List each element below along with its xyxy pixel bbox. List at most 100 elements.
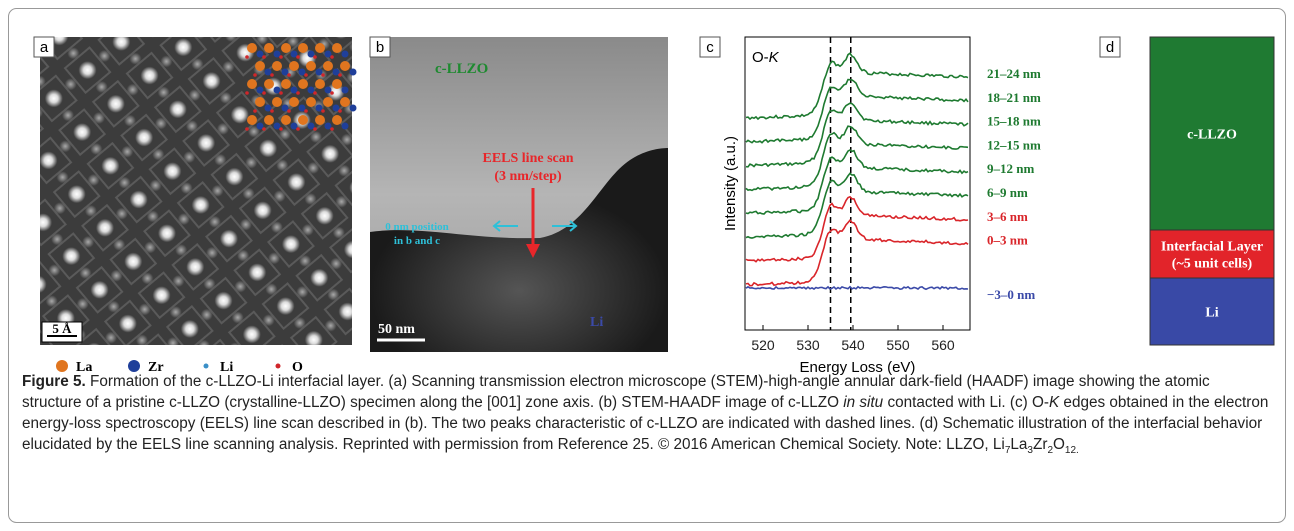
atom <box>304 109 308 113</box>
atom <box>289 97 299 107</box>
atom <box>306 97 316 107</box>
atom <box>304 73 308 77</box>
atom <box>247 43 257 53</box>
scan-label: (3 nm/step) <box>494 169 562 184</box>
atom <box>264 79 274 89</box>
schematic: d c-LLZO Interfacial Layer (~5 unit cells) L… <box>1100 37 1274 345</box>
atom <box>332 43 342 53</box>
x-tick-label: 530 <box>796 337 820 353</box>
atom <box>306 61 316 71</box>
atom <box>342 51 349 58</box>
spectrum-label: 21–24 nm <box>987 66 1041 81</box>
x-tick-label: 540 <box>841 337 865 353</box>
position-label: in b and c <box>394 235 440 247</box>
atom <box>340 61 350 71</box>
layer-label: (~5 unit cells) <box>1172 257 1253 272</box>
atom <box>330 91 334 95</box>
atom <box>245 55 249 59</box>
panel-label: d <box>1106 39 1114 56</box>
atom <box>298 79 308 89</box>
atom <box>315 43 325 53</box>
caption-text: O <box>1053 436 1065 453</box>
atom <box>245 127 249 131</box>
spectrum <box>746 287 968 289</box>
atom <box>332 115 342 125</box>
atom <box>270 109 274 113</box>
atom <box>281 79 291 89</box>
spectrum-label: 6–9 nm <box>987 185 1028 200</box>
atom <box>323 97 333 107</box>
atom <box>281 115 291 125</box>
spectrum-label: 18–21 nm <box>987 90 1041 105</box>
atom <box>350 69 357 76</box>
atom <box>262 91 266 95</box>
panel-label: c <box>706 39 714 56</box>
spectrum-label: 3–6 nm <box>987 209 1028 224</box>
spectrum-label: 12–15 nm <box>987 137 1041 152</box>
chart-title: O-K <box>752 49 780 66</box>
atom <box>338 73 342 77</box>
layer-label: Li <box>1205 306 1218 321</box>
spectrum <box>746 220 968 286</box>
atom <box>253 109 257 113</box>
spectrum-label: 0–3 nm <box>987 233 1028 248</box>
atom <box>264 43 274 53</box>
scale-label: 5 Å <box>52 321 72 336</box>
atom <box>321 109 325 113</box>
atom <box>245 91 249 95</box>
caption-text: 12. <box>1065 445 1079 456</box>
caption: Figure 5. Formation of the c-LLZO-Li int… <box>22 371 1272 461</box>
atom <box>262 127 266 131</box>
atom <box>338 109 342 113</box>
page: 5 Å a LaZrLiO b c-LLZO EELS line scan (3… <box>0 0 1294 531</box>
atom <box>332 79 342 89</box>
atom <box>321 73 325 77</box>
scan-label: EELS line scan <box>482 151 573 166</box>
layer-label: Interfacial Layer <box>1161 240 1263 255</box>
atom <box>247 79 257 89</box>
atom <box>340 97 350 107</box>
title-part: O- <box>752 49 769 66</box>
scale-label: 50 nm <box>378 322 415 337</box>
atom <box>330 127 334 131</box>
atom <box>279 127 283 131</box>
atom <box>255 97 265 107</box>
caption-text: K <box>1049 394 1059 411</box>
atom <box>313 55 317 59</box>
atom <box>279 55 283 59</box>
atom <box>296 55 300 59</box>
y-axis-label: Intensity (a.u.) <box>722 136 739 231</box>
atom <box>342 123 349 130</box>
caption-text: in situ <box>843 394 883 411</box>
atom <box>315 79 325 89</box>
caption-text: Figure 5. <box>22 373 86 390</box>
panel-label: b <box>376 39 384 56</box>
atom <box>313 127 317 131</box>
atom <box>342 87 349 94</box>
atom <box>270 73 274 77</box>
atom <box>313 91 317 95</box>
x-tick-label: 550 <box>886 337 910 353</box>
atom <box>289 61 299 71</box>
atom <box>350 105 357 112</box>
atom <box>255 61 265 71</box>
atom <box>323 61 333 71</box>
legend-marker <box>276 364 281 369</box>
atom <box>315 115 325 125</box>
caption-text: contacted with Li. (c) O- <box>883 394 1049 411</box>
caption-text: La <box>1010 436 1027 453</box>
atom <box>264 115 274 125</box>
position-label: 0 nm position <box>385 221 449 233</box>
spectrum-label: −3–0 nm <box>987 287 1035 302</box>
layer-label: c-LLZO <box>1187 128 1237 143</box>
x-tick-label: 560 <box>931 337 955 353</box>
legend-marker <box>204 364 209 369</box>
title-part: K <box>769 49 780 66</box>
atom <box>262 55 266 59</box>
atom <box>272 97 282 107</box>
atom <box>298 115 308 125</box>
atom <box>272 61 282 71</box>
caption-text: Zr <box>1033 436 1047 453</box>
li-label: Li <box>590 315 603 330</box>
